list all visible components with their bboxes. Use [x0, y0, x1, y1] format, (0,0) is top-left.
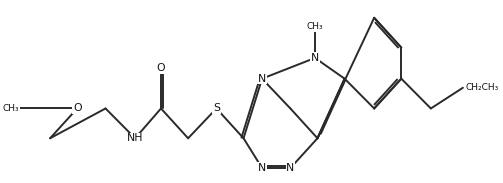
Text: S: S [213, 103, 220, 113]
Text: N: N [286, 163, 295, 173]
Text: CH₃: CH₃ [307, 22, 323, 31]
Text: N: N [258, 163, 266, 173]
Text: CH₂CH₃: CH₂CH₃ [466, 83, 499, 92]
Text: O: O [73, 103, 81, 113]
Text: N: N [258, 74, 266, 84]
Text: N: N [311, 53, 319, 63]
Text: CH₃: CH₃ [3, 104, 19, 113]
Text: NH: NH [127, 133, 143, 143]
Text: O: O [156, 63, 165, 73]
